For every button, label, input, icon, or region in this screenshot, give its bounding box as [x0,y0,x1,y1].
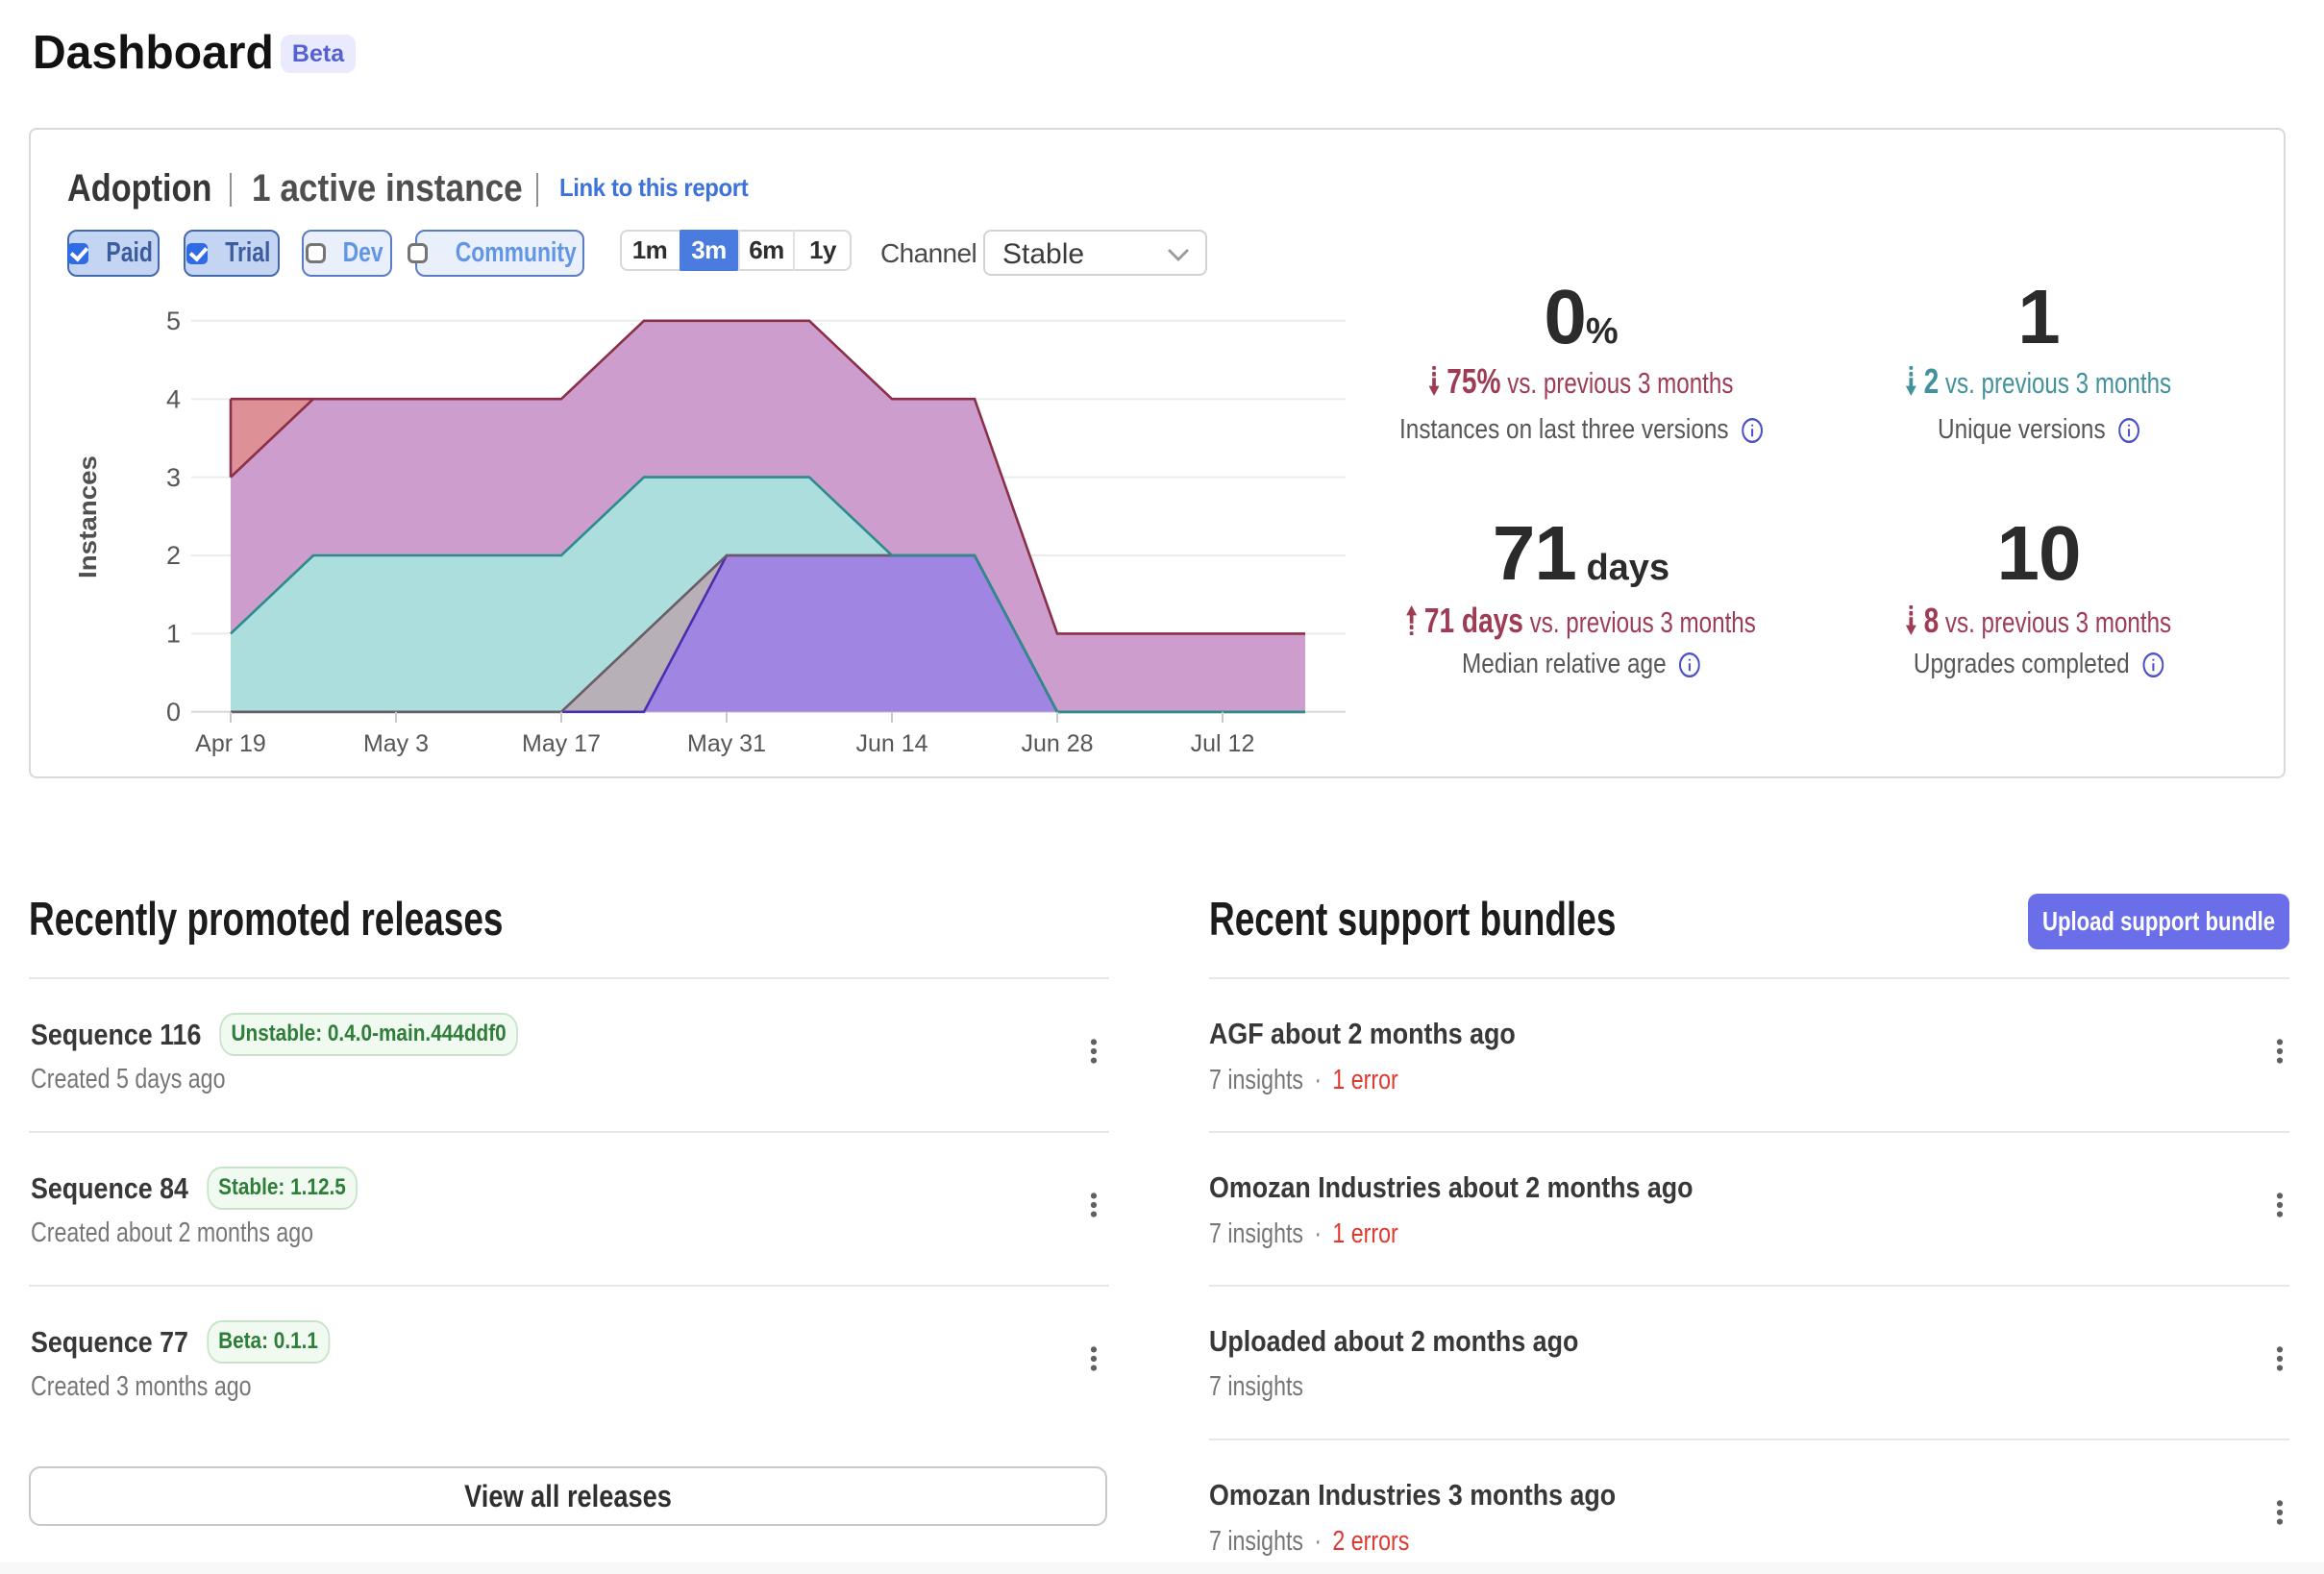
svg-text:Instances: Instances [77,455,102,578]
svg-text:May 3: May 3 [363,730,429,757]
svg-text:0: 0 [166,698,181,726]
svg-text:5: 5 [166,307,181,335]
svg-text:Jun 14: Jun 14 [855,730,927,757]
svg-text:2: 2 [166,541,181,570]
svg-text:May 17: May 17 [522,730,601,757]
svg-text:Jun 28: Jun 28 [1021,730,1093,757]
svg-text:May 31: May 31 [687,730,766,757]
svg-text:4: 4 [166,384,181,413]
svg-text:3: 3 [166,463,181,492]
svg-text:Jul 12: Jul 12 [1191,730,1255,757]
svg-text:1: 1 [166,620,181,649]
svg-text:Apr 19: Apr 19 [195,730,266,757]
